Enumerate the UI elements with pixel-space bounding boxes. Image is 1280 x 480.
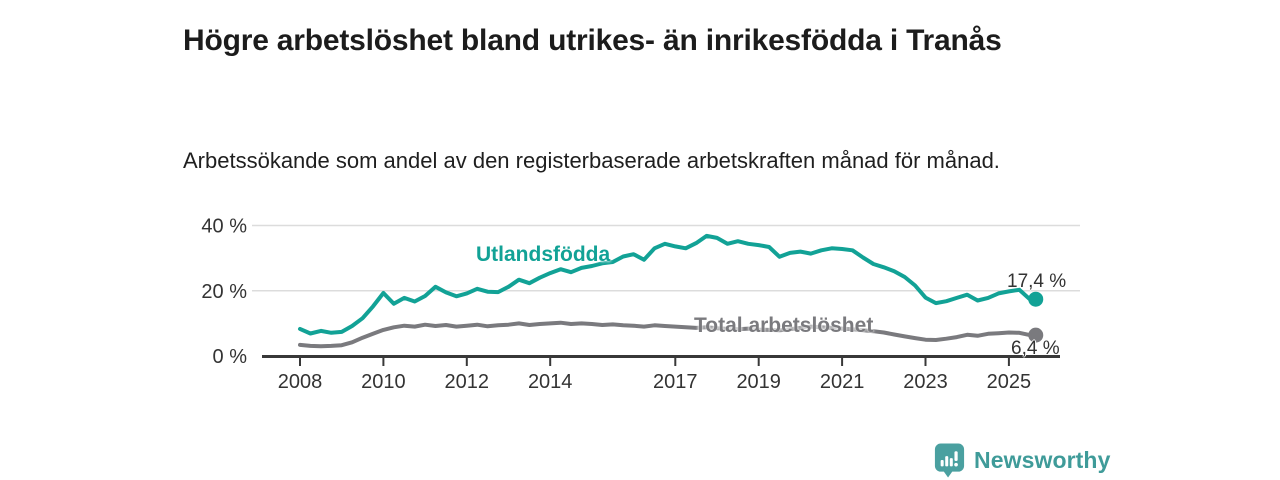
x-tick-label: 2008 [278,371,323,393]
newsworthy-bar-chart-bubble-icon [934,443,965,478]
newsworthy-logo-text: Newsworthy [974,447,1111,473]
series-end-dot-1 [1028,327,1044,343]
x-tick-label: 2023 [903,371,948,393]
x-tick-label: 2021 [820,371,865,393]
x-tick-label: 2012 [445,371,490,393]
series-label-total-arbetsloshet: Total arbetslöshet [694,314,874,337]
end-value-label-total: 6,4 % [1011,338,1060,359]
x-tick-label: 2017 [653,371,698,393]
page-title: Högre arbetslöshet bland utrikes- än inr… [183,24,1002,58]
chart-subtitle: Arbetssökande som andel av den registerb… [183,148,1000,173]
series-line-0 [298,233,1032,336]
series-label-utlandsfodda: Utlandsfödda [476,243,611,266]
y-tick-label: 20 % [201,281,247,303]
x-tick-label: 2010 [361,371,406,393]
series-line-1 [298,320,1032,349]
y-tick-label: 40 % [201,216,247,238]
end-value-label-utlandsfodda: 17,4 % [1007,271,1067,292]
x-tick-label: 2025 [987,371,1032,393]
series-end-dot-0 [1028,291,1044,307]
x-tick-label: 2014 [528,371,573,393]
y-tick-label: 0 % [213,346,248,368]
newsworthy-logo[interactable]: Newsworthy [934,443,1110,478]
x-tick-label: 2019 [736,371,781,393]
